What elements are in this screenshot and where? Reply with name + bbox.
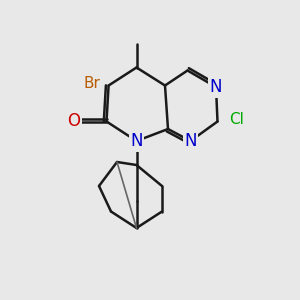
Text: N: N [130, 132, 143, 150]
Text: N: N [184, 132, 197, 150]
Text: Br: Br [84, 76, 100, 92]
Text: Cl: Cl [230, 112, 244, 128]
Text: O: O [67, 112, 80, 130]
Text: N: N [210, 78, 222, 96]
